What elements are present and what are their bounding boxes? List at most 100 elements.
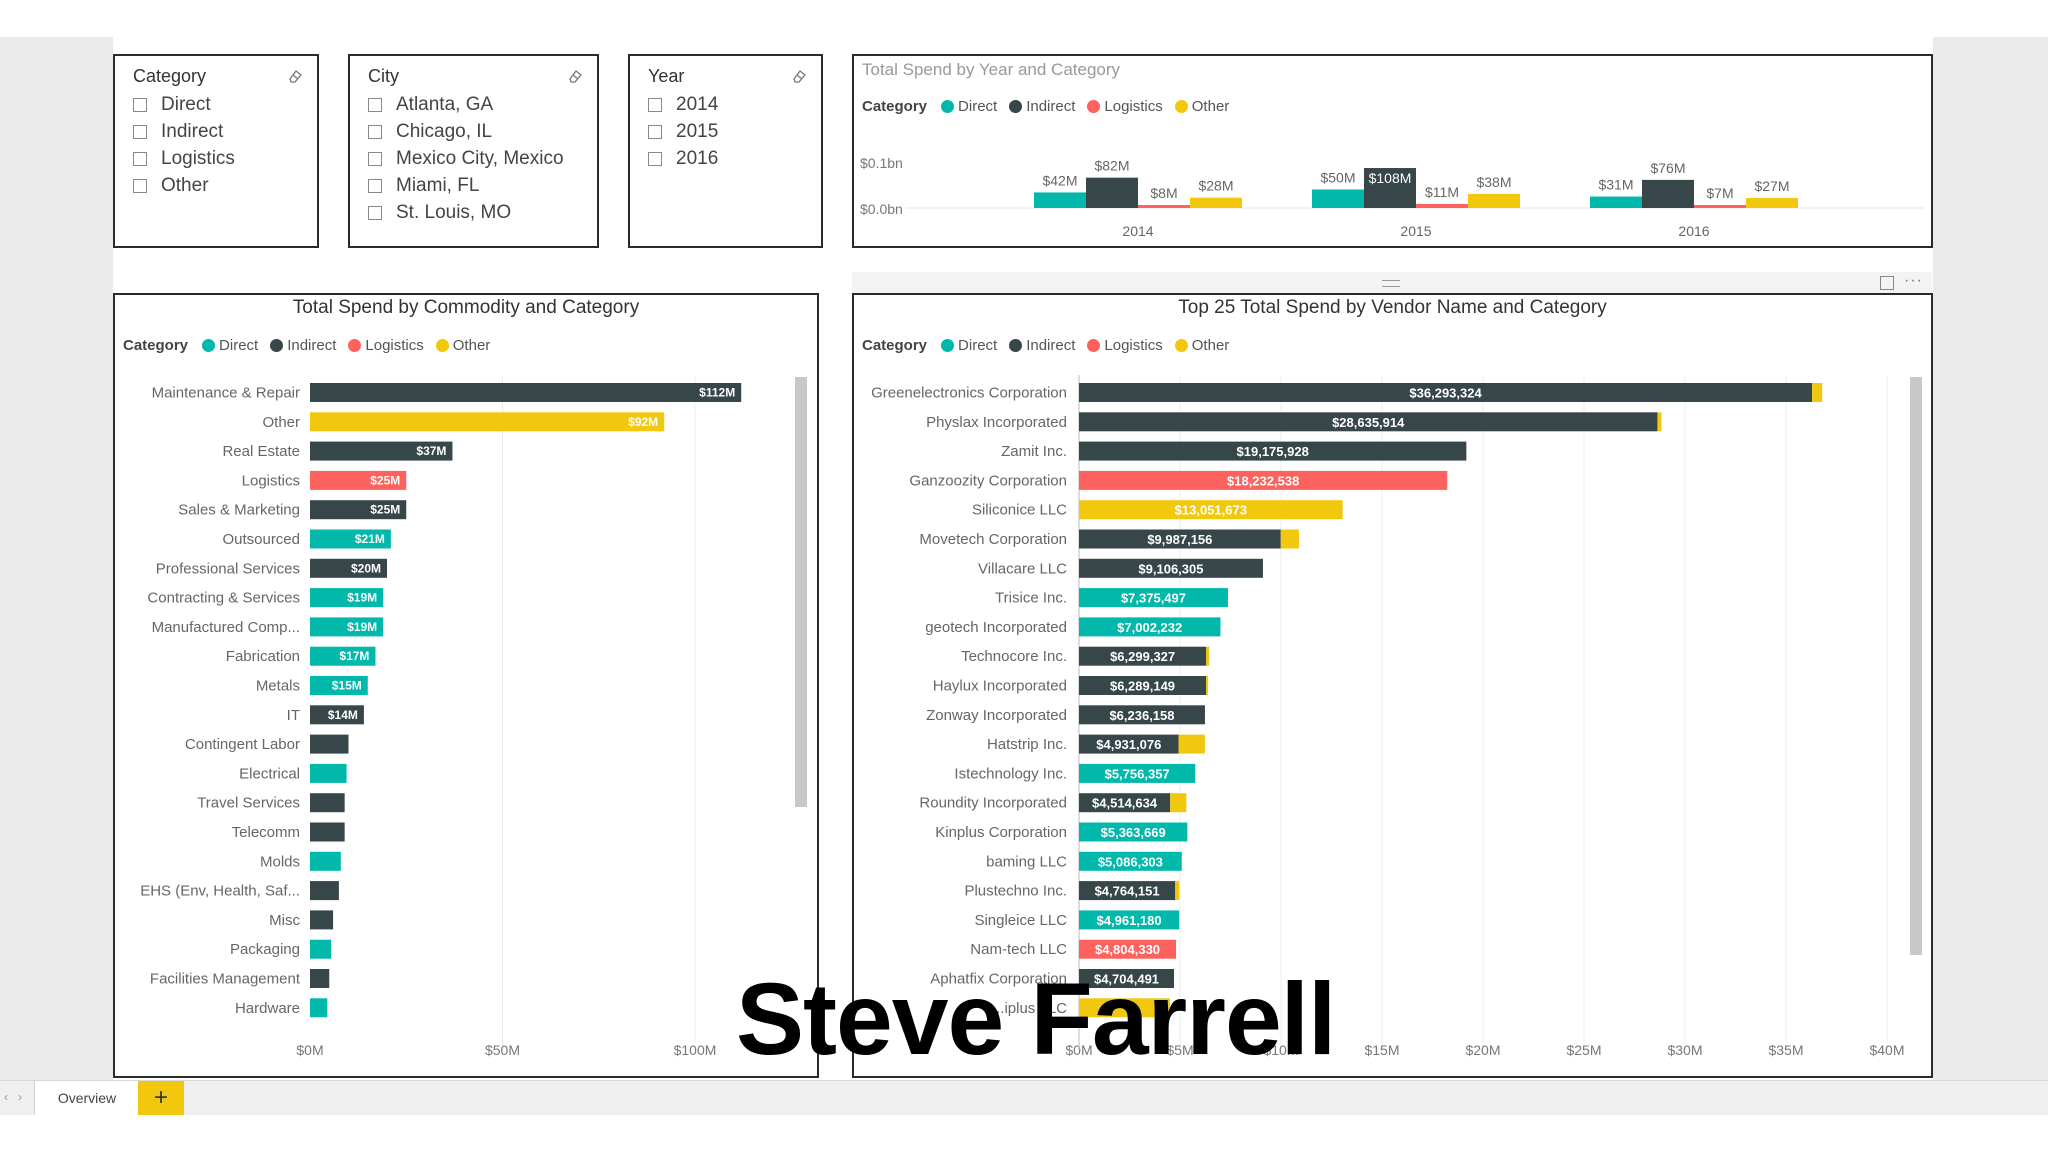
vendor-bar-segment[interactable] [1206,646,1210,666]
focus-mode-icon[interactable] [1880,276,1894,290]
vendor-bar-segment[interactable] [1280,529,1299,549]
vendor-bar[interactable] [1079,763,1196,783]
commodity-bar[interactable] [310,705,364,725]
year-bar-logistics[interactable] [1138,205,1190,208]
checkbox[interactable] [648,98,662,112]
vendor-bar[interactable] [1079,441,1467,461]
vendor-bar[interactable] [1079,383,1813,402]
slicer-option-chicago-il[interactable]: Chicago, IL [368,121,492,143]
checkbox[interactable] [133,98,147,112]
vendor-bar-segment[interactable] [1178,734,1205,754]
legend-item-indirect[interactable]: Indirect [1009,98,1075,115]
commodity-scrollbar[interactable] [795,377,807,807]
slicer-option-direct[interactable]: Direct [133,94,211,116]
checkbox[interactable] [368,206,382,220]
vendor-bar[interactable] [1079,676,1207,695]
vendor-bar[interactable] [1079,822,1188,842]
year-bar-direct[interactable] [1312,189,1364,209]
vendor-bar-segment[interactable] [1657,412,1662,432]
commodity-bar[interactable] [310,851,341,871]
eraser-icon[interactable] [287,68,303,84]
year-bar-other[interactable] [1468,193,1520,208]
year-bar-indirect[interactable] [1642,179,1694,208]
tab-overview[interactable]: Overview [34,1081,140,1115]
commodity-bar[interactable] [310,939,332,959]
year-bar-indirect[interactable] [1086,177,1138,208]
slicer-option-other[interactable]: Other [133,175,209,197]
checkbox[interactable] [648,125,662,139]
commodity-bar[interactable] [310,412,665,432]
checkbox[interactable] [368,125,382,139]
slicer-option-atlanta-ga[interactable]: Atlanta, GA [368,94,493,116]
vendor-bar[interactable] [1079,939,1177,959]
legend-item-logistics[interactable]: Logistics [1087,337,1163,354]
vendor-bar[interactable] [1079,500,1343,520]
vendor-bar[interactable] [1079,558,1263,578]
slicer-option-2016[interactable]: 2016 [648,148,718,170]
prev-page-arrow-icon[interactable]: ‹ [4,1090,8,1104]
legend-item-other[interactable]: Other [1174,337,1229,354]
commodity-bar[interactable] [310,470,407,490]
slicer-option-indirect[interactable]: Indirect [133,121,223,143]
legend-item-direct[interactable]: Direct [941,337,997,354]
year-bar-other[interactable] [1190,197,1242,208]
slicer-option-miami-fl[interactable]: Miami, FL [368,175,479,197]
legend-item-other[interactable]: Other [1174,98,1229,115]
year-bar-indirect[interactable] [1364,168,1416,208]
commodity-bar[interactable] [310,998,328,1018]
vendor-bar[interactable] [1079,851,1182,871]
vendor-bar[interactable] [1079,910,1180,930]
legend-item-direct[interactable]: Direct [202,337,258,354]
legend-item-logistics[interactable]: Logistics [348,337,424,354]
vendor-bar[interactable] [1079,529,1281,549]
legend-item-direct[interactable]: Direct [941,98,997,115]
eraser-icon[interactable] [567,68,583,84]
drag-handle-icon[interactable] [1382,280,1400,287]
slicer-option-2014[interactable]: 2014 [648,94,718,116]
legend-item-indirect[interactable]: Indirect [1009,337,1075,354]
checkbox[interactable] [368,98,382,112]
vendor-bar-segment[interactable] [1170,793,1187,813]
checkbox[interactable] [133,152,147,166]
slicer-option-logistics[interactable]: Logistics [133,148,235,170]
year-bar-logistics[interactable] [1416,203,1468,208]
commodity-bar[interactable] [310,529,391,549]
next-page-arrow-icon[interactable]: › [18,1090,22,1104]
checkbox[interactable] [368,179,382,193]
more-options-icon[interactable]: ··· [1904,272,1923,289]
vendor-bar[interactable] [1079,969,1175,988]
commodity-bar[interactable] [310,588,384,608]
commodity-bar[interactable] [310,763,347,783]
commodity-bar[interactable] [310,881,339,901]
vendor-bar[interactable] [1079,646,1207,666]
vendor-scrollbar[interactable] [1910,377,1922,955]
legend-item-indirect[interactable]: Indirect [270,337,336,354]
commodity-bar[interactable] [310,383,742,402]
legend-item-logistics[interactable]: Logistics [1087,98,1163,115]
year-bar-direct[interactable] [1590,196,1642,208]
checkbox[interactable] [133,179,147,193]
legend-item-other[interactable]: Other [435,337,490,354]
commodity-bar[interactable] [310,617,384,637]
vendor-bar-segment[interactable] [1812,383,1823,402]
slicer-option-mexico-city-mexico[interactable]: Mexico City, Mexico [368,148,564,170]
commodity-bar[interactable] [310,558,387,578]
checkbox[interactable] [368,152,382,166]
commodity-bar[interactable] [310,676,368,695]
vendor-bar[interactable] [1079,617,1221,637]
vendor-bar[interactable] [1079,588,1228,608]
commodity-bar[interactable] [310,734,349,754]
vendor-bar[interactable] [1079,881,1176,901]
commodity-bar[interactable] [310,822,345,842]
commodity-bar[interactable] [310,969,330,988]
vendor-bar[interactable] [1079,998,1170,1018]
year-bar-other[interactable] [1746,198,1798,208]
commodity-bar[interactable] [310,500,407,520]
vendor-bar[interactable] [1079,734,1179,754]
year-bar-logistics[interactable] [1694,205,1746,208]
vendor-bar[interactable] [1079,705,1205,725]
vendor-bar-segment[interactable] [1206,676,1209,695]
eraser-icon[interactable] [791,68,807,84]
commodity-bar[interactable] [310,793,345,813]
commodity-bar[interactable] [310,646,376,666]
